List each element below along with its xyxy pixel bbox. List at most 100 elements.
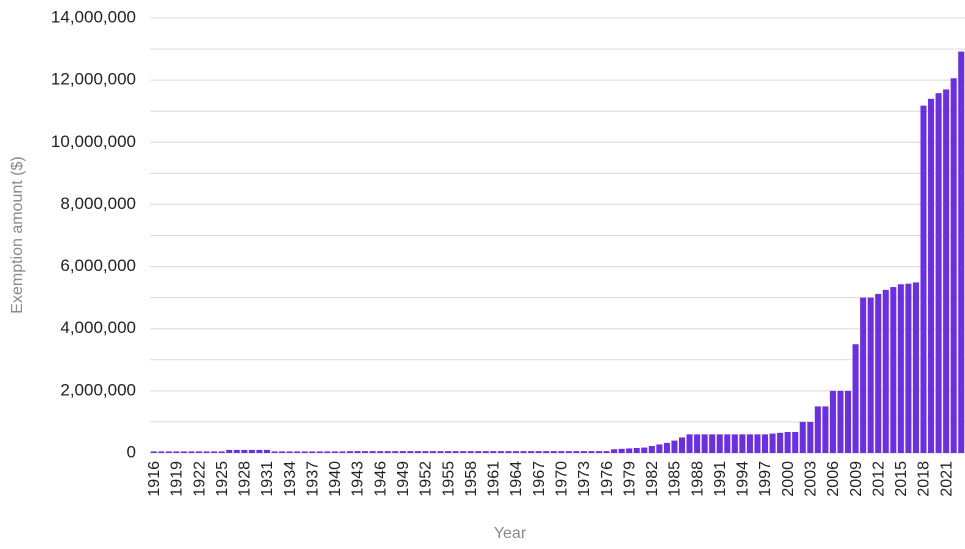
bar — [769, 433, 776, 453]
bar — [173, 451, 180, 453]
bar — [490, 451, 497, 453]
bar — [611, 449, 618, 453]
x-tick-label: 1976 — [599, 461, 616, 497]
bar — [762, 434, 769, 453]
bar — [618, 448, 625, 453]
y-tick-label: 0 — [127, 442, 136, 461]
x-tick-label: 1958 — [463, 461, 480, 497]
bar — [528, 451, 535, 453]
bar — [188, 451, 195, 453]
bar — [580, 451, 587, 453]
bar — [301, 451, 308, 453]
bar — [392, 451, 399, 453]
x-tick-label: 1985 — [667, 461, 684, 497]
bar — [641, 447, 648, 453]
bar — [701, 434, 708, 453]
bar — [377, 451, 384, 453]
bar — [316, 451, 323, 453]
bar — [656, 444, 663, 453]
bar — [935, 93, 942, 453]
x-tick-label: 2021 — [938, 461, 955, 497]
y-tick-label: 14,000,000 — [51, 7, 136, 26]
x-tick-label: 2003 — [803, 461, 820, 497]
x-tick-label: 1961 — [486, 461, 503, 497]
bar — [897, 284, 904, 453]
bar — [724, 434, 731, 453]
bar — [226, 449, 233, 453]
bar — [467, 451, 474, 453]
bar — [905, 283, 912, 453]
bar — [241, 449, 248, 453]
x-tick-label: 1991 — [712, 461, 729, 497]
bar — [860, 297, 867, 453]
bar — [294, 451, 301, 453]
x-tick-label: 2012 — [870, 461, 887, 497]
x-tick-label: 1931 — [259, 461, 276, 497]
bar — [686, 434, 693, 453]
x-tick-label: 1982 — [644, 461, 661, 497]
bar — [256, 449, 263, 453]
bar — [497, 451, 504, 453]
bar — [746, 434, 753, 453]
bar — [928, 98, 935, 454]
bar — [535, 451, 542, 453]
bar — [271, 451, 278, 453]
bar — [460, 451, 467, 453]
x-tick-label: 2009 — [848, 461, 865, 497]
bar — [663, 442, 670, 453]
bar — [286, 451, 293, 453]
x-tick-label: 1943 — [350, 461, 367, 497]
bar — [633, 447, 640, 453]
x-tick-label: 1949 — [395, 461, 412, 497]
bar — [505, 451, 512, 453]
x-tick-label: 1970 — [553, 461, 570, 497]
bar — [950, 78, 957, 454]
bar — [196, 451, 203, 453]
bar — [777, 432, 784, 453]
bar — [875, 293, 882, 453]
x-tick-label: 1973 — [576, 461, 593, 497]
bar — [573, 451, 580, 453]
bar — [346, 451, 353, 453]
x-tick-label: 1967 — [531, 461, 548, 497]
x-tick-label: 1916 — [146, 461, 163, 497]
bar — [807, 421, 814, 453]
bar — [422, 451, 429, 453]
x-tick-label: 1988 — [689, 461, 706, 497]
bar — [218, 451, 225, 453]
bar — [565, 451, 572, 453]
bar — [694, 434, 701, 453]
bar — [882, 289, 889, 453]
bar — [263, 449, 270, 453]
bar — [309, 451, 316, 453]
x-tick-label: 2018 — [916, 461, 933, 497]
bar — [158, 451, 165, 453]
bar — [150, 451, 157, 453]
bar — [799, 421, 806, 453]
bar — [588, 451, 595, 453]
bar — [912, 282, 919, 453]
bar — [331, 451, 338, 453]
bar — [867, 297, 874, 453]
bar — [852, 344, 859, 453]
y-tick-label: 6,000,000 — [60, 256, 136, 275]
bar — [958, 51, 965, 454]
bar — [543, 451, 550, 453]
bar — [822, 406, 829, 453]
bar — [414, 451, 421, 453]
x-tick-label: 1955 — [440, 461, 457, 497]
bar — [211, 451, 218, 453]
x-tick-label: 1997 — [757, 461, 774, 497]
x-axis-label: Year — [494, 525, 527, 542]
x-tick-label: 1925 — [214, 461, 231, 497]
y-axis-label: Exemption amount ($) — [9, 156, 26, 313]
bar — [475, 451, 482, 453]
y-tick-label: 4,000,000 — [60, 318, 136, 337]
x-tick-label: 2006 — [825, 461, 842, 497]
x-tick-label: 1994 — [735, 461, 752, 497]
y-tick-label: 12,000,000 — [51, 70, 136, 89]
bar — [233, 449, 240, 453]
bar — [339, 451, 346, 453]
x-tick-label: 1979 — [621, 461, 638, 497]
